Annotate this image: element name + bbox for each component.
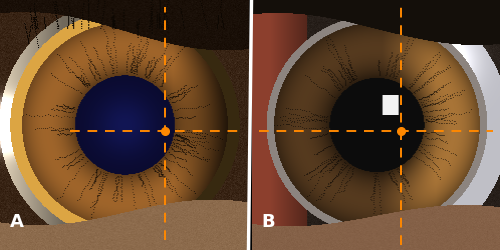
- Text: B: B: [262, 212, 275, 230]
- Text: A: A: [10, 212, 24, 230]
